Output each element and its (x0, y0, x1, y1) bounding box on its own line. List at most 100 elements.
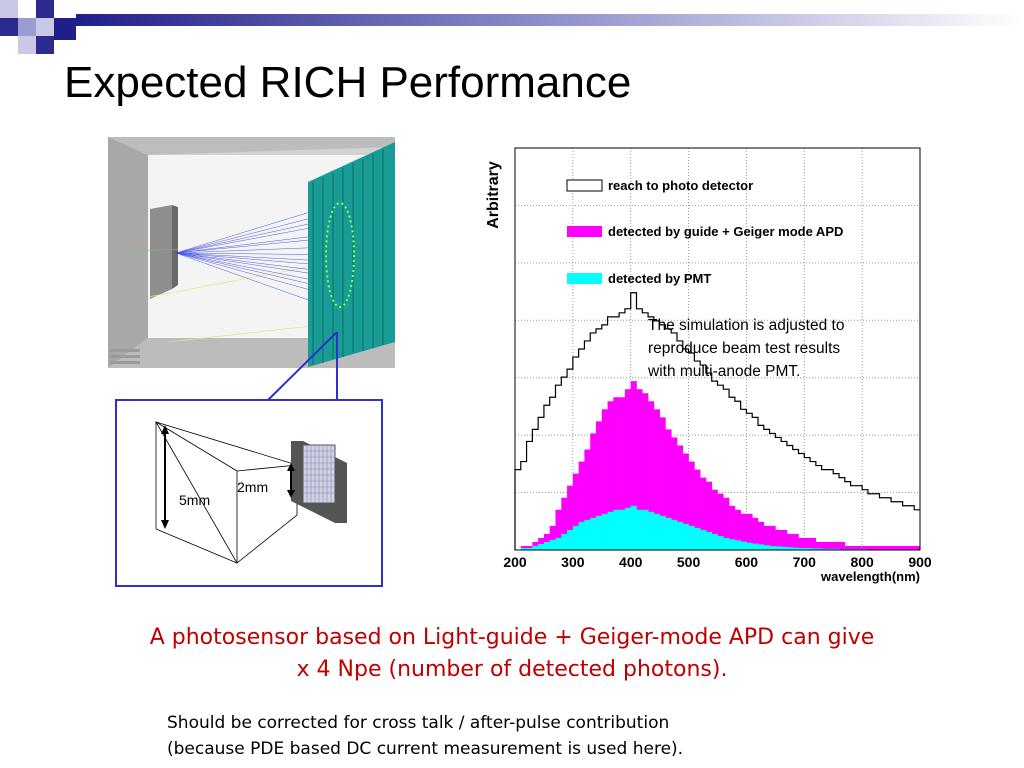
bin-apd (648, 401, 655, 550)
bin-apd (856, 545, 863, 550)
bin-apd (729, 505, 736, 550)
bin-apd (746, 513, 753, 550)
bin-apd (833, 541, 840, 550)
plot-frame (514, 147, 921, 551)
bin-pmt (717, 535, 724, 550)
bin-pmt (775, 546, 782, 550)
bin-apd (567, 485, 574, 550)
bin-apd (885, 545, 892, 550)
bin-apd (601, 409, 608, 550)
legend-label: detected by guide + Geiger mode APD (608, 224, 843, 239)
bin-pmt (671, 519, 678, 550)
bin-pmt (682, 523, 689, 550)
bin-apd (653, 409, 660, 550)
bin-pmt (729, 539, 736, 550)
bin-pmt (769, 545, 776, 550)
bin-apd (804, 537, 811, 550)
bin-apd (711, 489, 718, 550)
bin-pmt (601, 513, 608, 550)
bin-apd (538, 537, 545, 550)
bin-apd (671, 437, 678, 550)
label-2mm: 2mm (237, 479, 268, 495)
deco-square (36, 0, 54, 18)
bin-pmt (786, 547, 794, 550)
bin-pmt (815, 548, 822, 550)
bin-apd (636, 389, 643, 550)
bin-apd (584, 449, 591, 550)
bin-pmt (792, 547, 799, 550)
bin-apd (810, 537, 817, 550)
bin-pmt (781, 546, 788, 550)
bin-pmt (624, 507, 632, 550)
header-decoration (0, 0, 1024, 54)
bin-apd (572, 473, 579, 550)
bin-apd (914, 545, 921, 550)
annotation-line: with multi-anode PMT. (648, 363, 801, 380)
bin-pmt (746, 542, 753, 550)
bin-pmt (763, 545, 770, 550)
bin-apd (624, 389, 632, 550)
bin-apd (694, 469, 701, 550)
bin-apd (798, 537, 805, 550)
simulation-annotation: The simulation is adjusted to reproduce … (648, 314, 844, 383)
deco-square (18, 36, 36, 54)
bin-pmt (705, 531, 713, 550)
legend-label: reach to photo detector (608, 178, 753, 193)
bin-pmt (613, 509, 620, 550)
bin-pmt (798, 547, 805, 550)
deco-square (36, 36, 54, 54)
bin-pmt (561, 533, 568, 550)
bin-apd (700, 477, 707, 550)
x-tick-label: 200 (503, 554, 527, 570)
x-axis-label: wavelength(nm) (820, 569, 920, 584)
bin-pmt (630, 505, 637, 550)
bin-pmt (555, 537, 562, 550)
bin-pmt (821, 548, 828, 550)
slide-caption: A photosensor based on Light-guide + Gei… (60, 622, 964, 686)
bin-pmt (688, 525, 695, 550)
x-tick-label: 800 (850, 554, 874, 570)
bin-apd (705, 481, 713, 550)
light-guide-zoom-box: 5mm 2mm (115, 399, 383, 587)
deco-square (0, 0, 18, 18)
bin-apd (688, 461, 695, 550)
bin-pmt (549, 539, 556, 550)
bin-apd (775, 529, 782, 550)
bin-pmt (596, 515, 603, 550)
x-tick-label: 700 (793, 554, 817, 570)
light-guide-diagram: 5mm 2mm (155, 421, 347, 564)
bin-apd (821, 541, 828, 550)
bin-pmt (532, 545, 539, 550)
bin-apd (555, 509, 562, 550)
x-tick-label: 400 (619, 554, 643, 570)
bin-pmt (723, 537, 730, 550)
bin-apd (902, 545, 909, 550)
bin-pmt (572, 525, 579, 550)
bin-apd (619, 397, 626, 550)
deco-square (18, 18, 36, 36)
bin-apd (763, 525, 770, 550)
bin-pmt (526, 547, 533, 550)
bin-pmt (827, 548, 834, 550)
bin-pmt (734, 540, 741, 550)
note-line: (because PDE based DC current measuremen… (167, 739, 684, 759)
deco-square (54, 18, 76, 40)
bin-apd (891, 545, 898, 550)
bin-pmt (665, 517, 672, 550)
bin-apd (786, 533, 794, 550)
series-reach-outline (514, 292, 920, 550)
bin-apd (630, 381, 637, 550)
bin-pmt (711, 533, 718, 550)
note-line: Should be corrected for cross talk / aft… (167, 713, 670, 733)
slide-note: Should be corrected for cross talk / aft… (167, 710, 683, 762)
bin-apd (549, 525, 556, 550)
bin-apd (532, 541, 539, 550)
bin-apd (740, 513, 747, 550)
y-axis-label: Arbitrary (485, 161, 502, 229)
x-tick-label: 600 (735, 554, 759, 570)
bin-apd (896, 545, 903, 550)
bin-apd (590, 433, 597, 550)
bin-pmt (694, 527, 701, 550)
bin-apd (677, 445, 684, 550)
